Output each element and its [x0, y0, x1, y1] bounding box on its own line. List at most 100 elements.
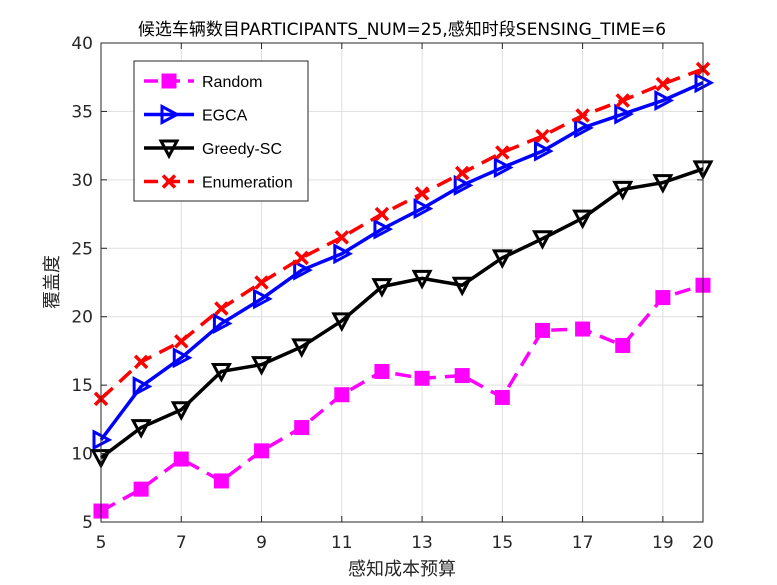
legend-item-greedy-sc: Greedy-SC	[144, 139, 282, 160]
legend-label: Random	[202, 74, 262, 91]
data-point-enumeration	[174, 334, 189, 349]
legend-label: Enumeration	[202, 175, 293, 192]
legend-item-egca: EGCA	[144, 104, 248, 125]
data-point-egca	[333, 243, 353, 265]
data-point-enumeration	[254, 275, 269, 290]
data-point-enumeration	[615, 93, 630, 108]
data-point-random	[374, 363, 390, 379]
series-line-egca	[99, 81, 704, 441]
data-point-egca	[413, 198, 434, 220]
data-point-greedy-sc	[451, 276, 473, 297]
data-point-enumeration	[655, 76, 671, 92]
data-point-random	[615, 337, 631, 353]
legend-label: Greedy-SC	[202, 141, 282, 158]
data-point-egca	[253, 288, 273, 310]
data-point-random	[213, 473, 229, 489]
data-point-greedy-sc	[612, 180, 634, 201]
plot-area-frame	[100, 42, 704, 523]
data-point-greedy-sc	[572, 209, 594, 230]
data-point-egca	[493, 157, 514, 179]
data-point-greedy-sc	[371, 278, 393, 298]
data-point-random	[294, 420, 310, 436]
data-point-egca	[293, 259, 313, 281]
x-tick-label: 5	[96, 533, 107, 553]
series-line-random	[100, 283, 704, 513]
legend-label: EGCA	[202, 108, 248, 125]
data-point-enumeration	[334, 230, 350, 245]
data-point-enumeration	[414, 186, 430, 201]
data-point-greedy-sc	[531, 230, 553, 250]
data-point-enumeration	[374, 206, 390, 222]
legend: Random EGCA Greedy-SC Enumeration	[133, 60, 309, 202]
data-point-random	[173, 451, 189, 467]
data-point-greedy-sc	[210, 362, 232, 383]
x-tick-label: 19	[652, 533, 674, 553]
data-point-random	[655, 290, 671, 306]
data-point-random	[133, 481, 149, 497]
data-point-enumeration	[294, 250, 309, 266]
data-point-random	[494, 389, 510, 405]
y-tick-label: 35	[71, 102, 93, 122]
data-point-greedy-sc	[130, 419, 152, 439]
series-line-greedy-sc	[99, 167, 704, 460]
data-point-greedy-sc	[411, 269, 433, 290]
legend-marker	[161, 174, 177, 189]
y-tick-label: 5	[82, 513, 93, 533]
x-tick-label: 13	[411, 533, 433, 553]
data-point-egca	[533, 140, 554, 162]
data-point-enumeration	[575, 108, 590, 123]
data-point-enumeration	[535, 128, 550, 144]
data-point-random	[334, 387, 350, 403]
x-axis-label: 感知成本预算	[348, 559, 456, 580]
data-point-enumeration	[495, 145, 510, 160]
data-point-random	[414, 370, 430, 386]
data-point-random	[254, 443, 270, 459]
data-point-enumeration	[133, 354, 149, 370]
data-point-greedy-sc	[170, 401, 192, 421]
data-point-egca	[453, 174, 474, 196]
data-point-greedy-sc	[291, 338, 313, 359]
data-point-greedy-sc	[331, 312, 353, 333]
data-point-egca	[373, 218, 394, 240]
data-point-greedy-sc	[652, 174, 674, 194]
series-line-enumeration	[99, 67, 704, 401]
y-tick-label: 20	[71, 308, 93, 328]
y-tick-label: 25	[71, 239, 93, 259]
data-point-random	[575, 321, 591, 337]
series-group	[90, 61, 715, 519]
chart-title: 候选车辆数目PARTICIPANTS_NUM=25,感知时段SENSING_TI…	[138, 20, 666, 40]
x-tick-label: 9	[256, 533, 267, 553]
y-tick-label: 40	[71, 34, 93, 54]
x-tick-label: 17	[572, 533, 594, 553]
x-tick-label: 11	[331, 533, 353, 553]
x-tick-label: 15	[492, 533, 514, 553]
data-point-random	[454, 368, 470, 384]
data-point-greedy-sc	[251, 356, 273, 376]
data-point-enumeration	[454, 165, 470, 181]
legend-marker	[160, 104, 181, 125]
x-tick-label: 7	[176, 533, 187, 553]
series-random	[93, 277, 711, 519]
legend-item-random: Random	[144, 73, 262, 91]
data-point-egca	[132, 376, 153, 398]
data-point-egca	[654, 89, 675, 111]
data-point-random	[534, 322, 550, 338]
y-axis-label: 覆盖度	[42, 255, 63, 309]
data-point-egca	[212, 313, 233, 335]
y-tick-label: 10	[71, 445, 93, 465]
data-point-egca	[614, 103, 634, 125]
y-tick-label: 30	[71, 171, 93, 191]
data-point-enumeration	[214, 301, 229, 316]
x-tick-label: 20	[692, 533, 714, 553]
legend-marker	[161, 73, 177, 89]
data-point-egca	[172, 347, 193, 369]
series-greedy-sc	[90, 160, 714, 469]
legend-item-enumeration: Enumeration	[144, 174, 293, 192]
legend-marker	[158, 139, 180, 160]
tick-labels: 5 7 9 11 13 15 17 19 20 5 10 15 20 25 30 35 40	[71, 34, 713, 553]
series-enumeration	[93, 61, 711, 407]
data-point-greedy-sc	[491, 249, 513, 270]
y-tick-label: 15	[71, 376, 93, 396]
